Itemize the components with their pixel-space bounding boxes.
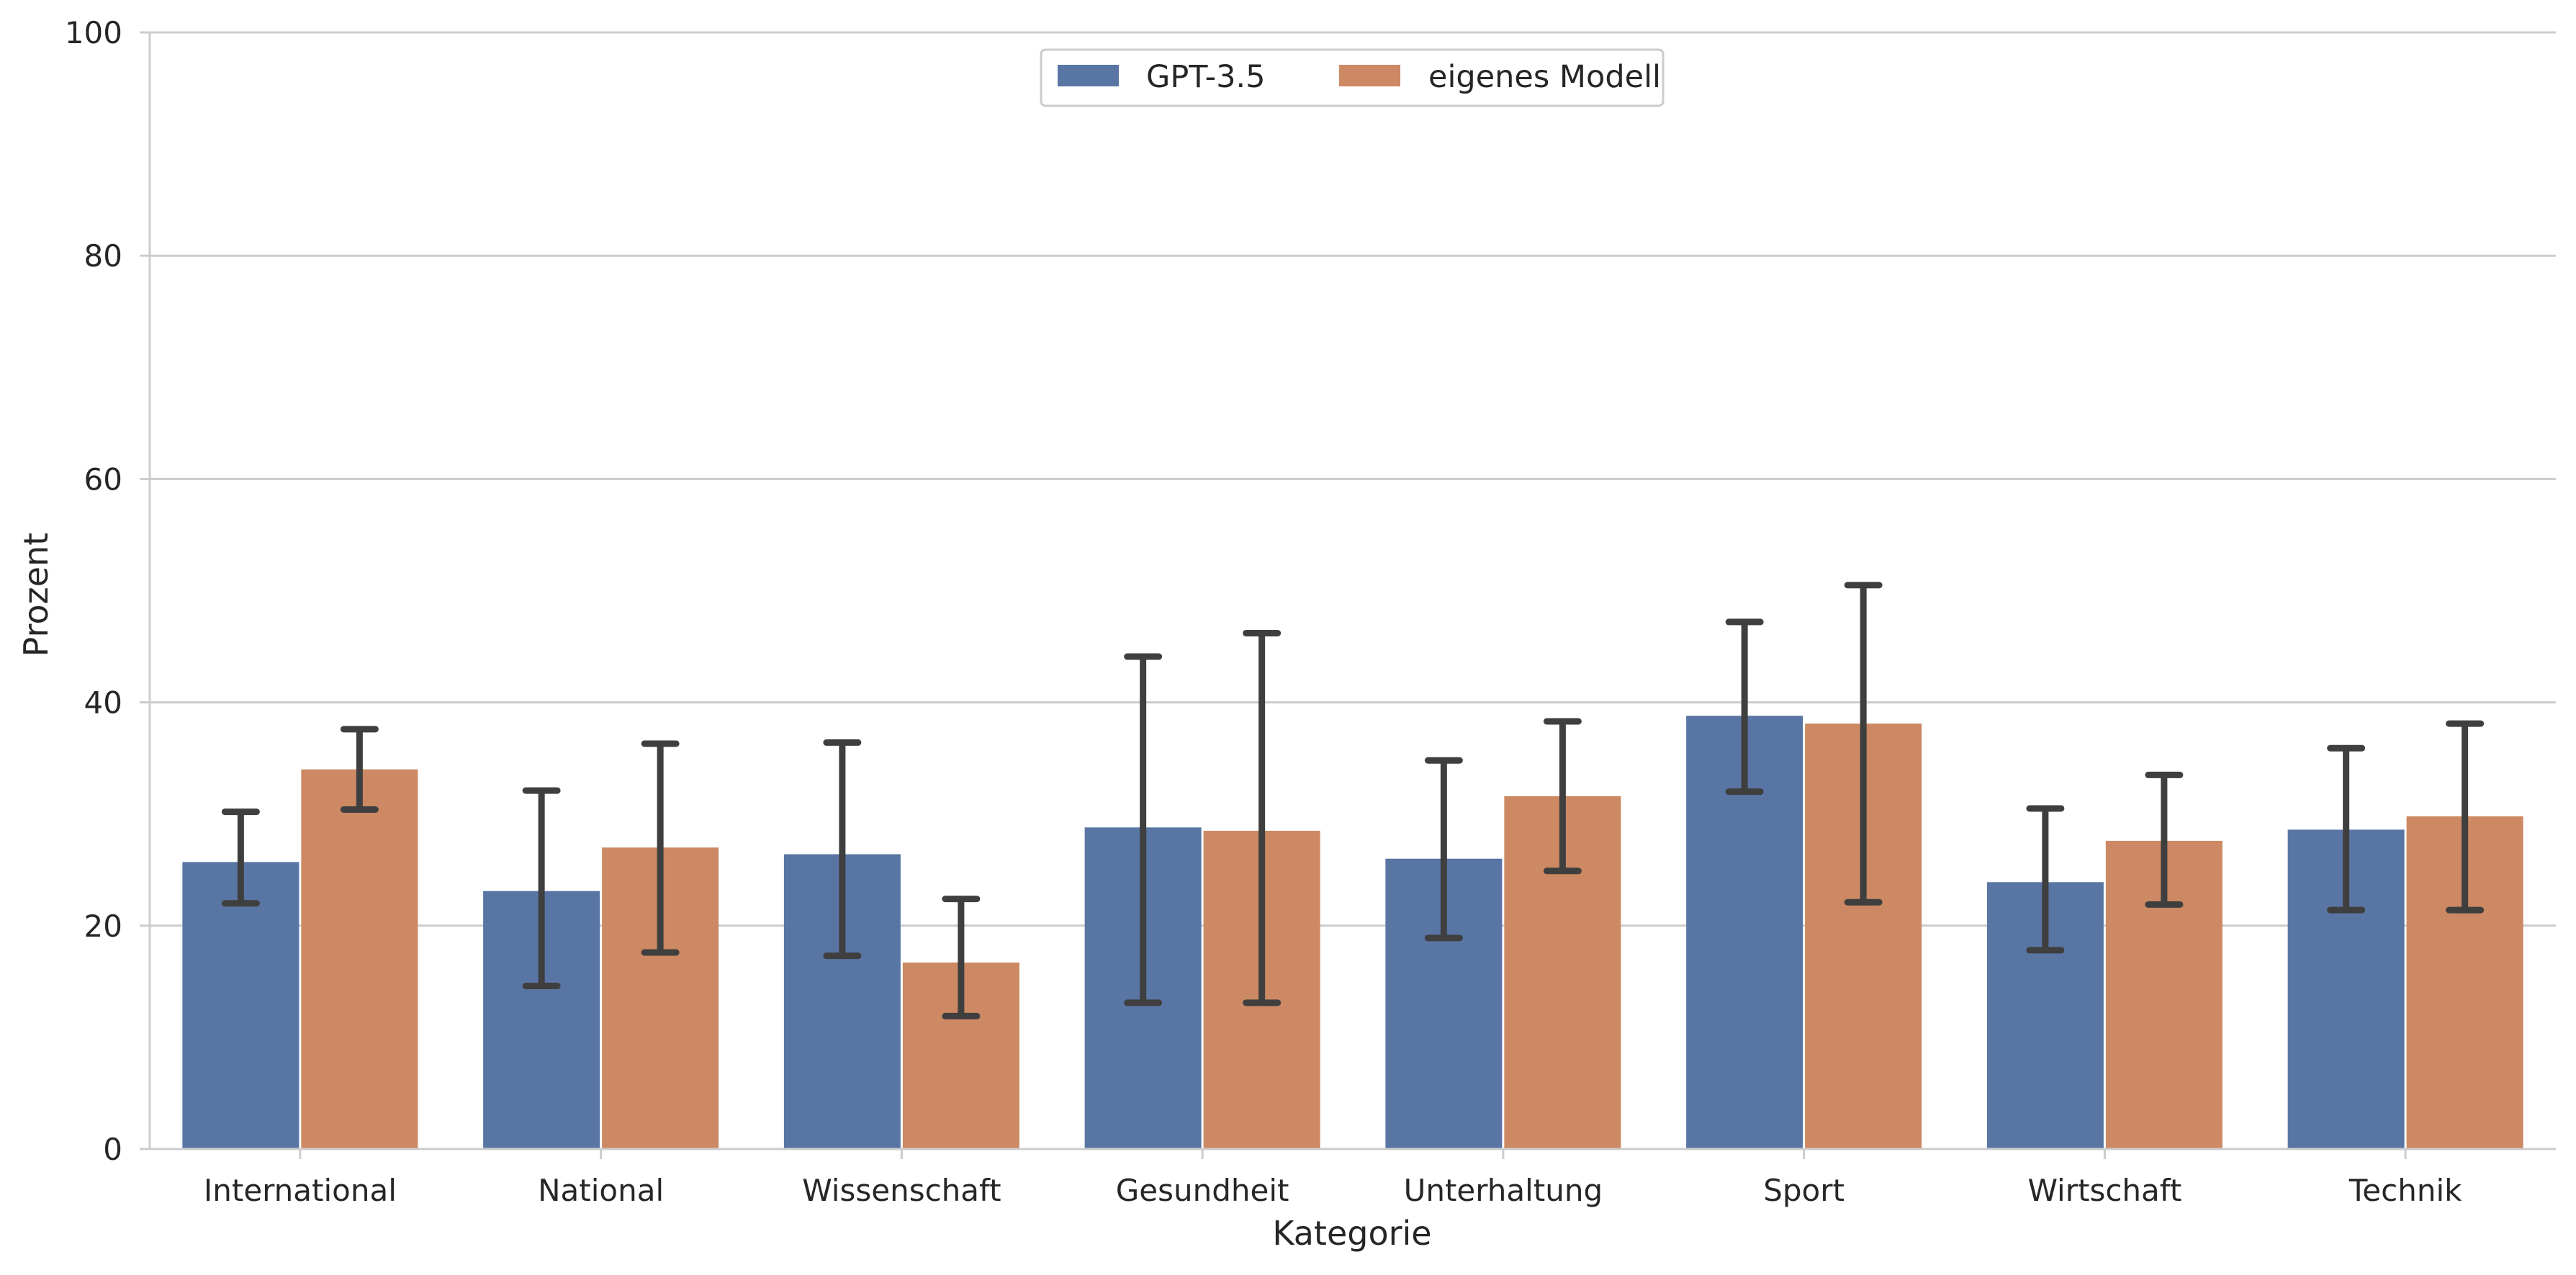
axes: [148, 32, 2556, 1150]
bars: [182, 716, 2523, 1149]
y-tick-label: 40: [84, 685, 122, 721]
error-bars: [221, 582, 2485, 1019]
y-tick-label: 20: [84, 909, 122, 944]
legend-swatch-gpt35: [1058, 65, 1119, 86]
y-tick-label: 60: [84, 461, 122, 497]
x-tick-labels: International National Wissenschaft Gesundh…: [204, 1149, 2462, 1208]
x-tick-label: Wissenschaft: [802, 1173, 1001, 1208]
bar: [301, 769, 418, 1149]
bar: [182, 862, 300, 1149]
y-axis-label: Prozent: [17, 533, 55, 657]
y-tick-label: 80: [84, 238, 122, 274]
legend-label-eigenes-modell: eigenes Modell: [1428, 59, 1661, 95]
x-tick-label: National: [538, 1173, 664, 1208]
x-tick-label: Wirtschaft: [2027, 1173, 2181, 1208]
grid-lines: [150, 31, 2556, 927]
y-tick-labels: 0 20 40 60 80 100: [65, 15, 150, 1167]
x-tick-label: International: [204, 1173, 397, 1208]
legend-swatch-eigenes-modell: [1339, 65, 1400, 86]
y-tick-label: 100: [65, 15, 122, 50]
legend: GPT-3.5 eigenes Modell: [1040, 48, 1665, 107]
x-tick-label: Sport: [1763, 1173, 1845, 1208]
y-tick-label: 0: [103, 1132, 122, 1167]
x-axis-label: Kategorie: [1272, 1214, 1431, 1253]
x-tick-label: Technik: [2348, 1173, 2462, 1208]
x-tick-label: Gesundheit: [1116, 1173, 1289, 1208]
legend-label-gpt35: GPT-3.5: [1146, 59, 1265, 95]
x-tick-label: Unterhaltung: [1404, 1173, 1603, 1208]
